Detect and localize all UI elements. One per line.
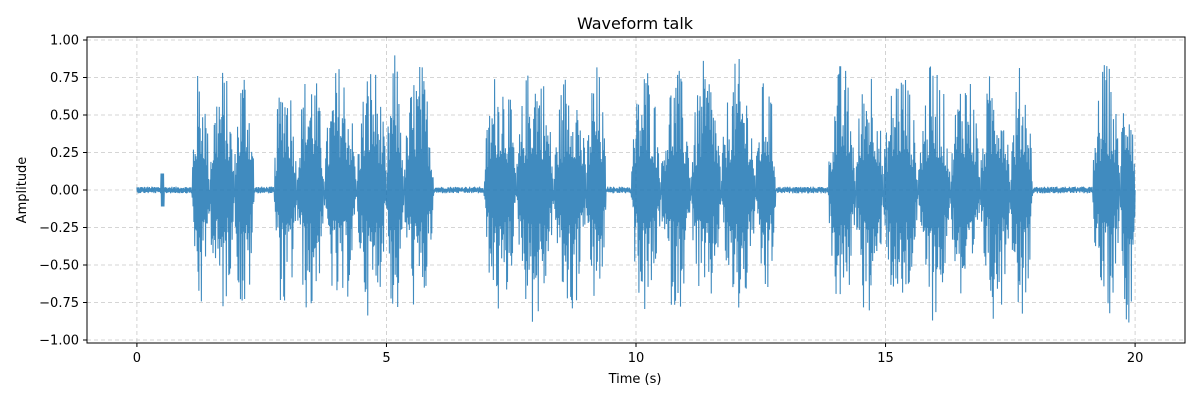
x-tick-label: 15: [877, 351, 894, 366]
y-tick-label: −0.25: [39, 221, 79, 236]
y-tick-label: −0.75: [39, 296, 79, 311]
axis-ticks: 0 5 10 15 20 −1.00 −0.75 −0.50 −0.25 0.00 0.25 0.50…: [39, 34, 1143, 367]
y-tick-label: 1.00: [50, 34, 79, 49]
y-tick-label: 0.00: [50, 184, 79, 199]
waveform-line: [136, 55, 1136, 323]
chart-title: Waveform talk: [577, 14, 694, 33]
x-tick-label: 10: [628, 351, 645, 366]
y-tick-label: 0.75: [50, 71, 79, 86]
y-axis-label: Amplitude: [15, 157, 30, 224]
x-tick-label: 20: [1127, 351, 1144, 366]
waveform-series: [136, 55, 1136, 323]
x-tick-label: 0: [133, 351, 141, 366]
y-tick-label: −1.00: [39, 334, 79, 349]
y-tick-label: 0.25: [50, 146, 79, 161]
y-tick-label: 0.50: [50, 109, 79, 124]
x-tick-label: 5: [382, 351, 390, 366]
y-tick-label: −0.50: [39, 259, 79, 274]
x-axis-label: Time (s): [608, 372, 662, 387]
